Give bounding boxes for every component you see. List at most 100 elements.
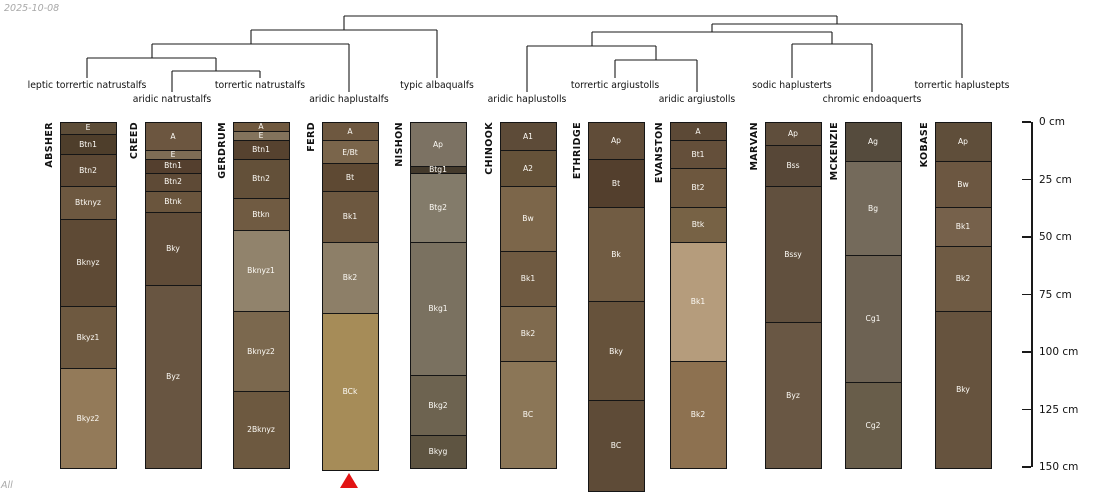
horizon-band: A1	[500, 123, 556, 151]
series-name: NISHON	[393, 122, 405, 167]
horizon-band: Bk2	[935, 247, 991, 312]
profile-column: A Bt1 Bt2 Btk Bk1 Bk2	[669, 122, 727, 469]
horizon-label: E	[170, 149, 176, 159]
horizon-label: Bt	[345, 172, 355, 182]
depth-axis-tick	[1022, 178, 1031, 181]
horizon-band: Btg1	[410, 164, 466, 174]
horizon-label: Btnk	[164, 197, 182, 207]
horizon-band: Bk2	[322, 242, 378, 314]
horizon-label: Bkyz2	[76, 413, 100, 423]
horizon-band: E	[60, 123, 116, 135]
profile-column: Ap Bss Bssy Byz	[764, 122, 822, 469]
horizon-band: Bknyz1	[233, 231, 289, 312]
horizon-label: Bk1	[690, 297, 706, 307]
horizon-label: Btn2	[79, 165, 97, 175]
horizon-band: Btk	[670, 208, 726, 243]
horizon-label: Bkyg	[428, 447, 448, 457]
taxonomy-label: torrertic haplustepts	[914, 80, 1010, 91]
profile-column: A E Btn1 Btn2 Btkn Bknyz1 Bknyz2 2Bknyz	[232, 122, 290, 469]
horizon-band: Bw	[935, 162, 991, 209]
profile-column: Ap Bt Bk Bky BC	[587, 122, 645, 492]
horizon-band: Btknyz	[60, 187, 116, 220]
horizon-label: Btn1	[164, 161, 182, 171]
horizon-label: Bw	[522, 214, 534, 224]
taxonomy-label: chromic endoaquerts	[822, 94, 922, 105]
series-name: CREED	[128, 122, 140, 160]
horizon-label: A2	[522, 163, 534, 173]
horizon-label: Bk1	[520, 274, 536, 284]
horizon-band: Btg2	[410, 173, 466, 243]
taxonomy-label: torrertic argiustolls	[570, 80, 660, 91]
depth-axis-tick	[1022, 408, 1031, 411]
series-name: MARVAN	[748, 122, 760, 171]
horizon-band: Ap	[588, 123, 644, 160]
horizon-label: Bt1	[691, 149, 705, 159]
horizon-label: Cg1	[865, 314, 881, 324]
depth-axis-tick	[1022, 236, 1031, 238]
depth-axis-tick-label: 25 cm	[1039, 173, 1072, 186]
horizon-label: Bkg1	[428, 303, 448, 313]
horizon-label: Bk2	[520, 329, 536, 339]
horizon-label: Btg1	[429, 164, 447, 174]
taxonomy-label: aridic natrustalfs	[132, 94, 212, 105]
horizon-band: Cg1	[845, 256, 901, 383]
horizon-label: Bk2	[690, 410, 706, 420]
horizon-label: Cg2	[865, 420, 881, 430]
depth-axis-tick-label: 100 cm	[1039, 346, 1079, 358]
selection-marker-triangle	[340, 473, 358, 489]
horizon-label: Bknyz2	[247, 346, 275, 356]
horizon-band: Bknyz2	[233, 311, 289, 393]
series-name: ABSHER	[43, 122, 55, 168]
horizon-band: Byz	[765, 323, 821, 468]
horizon-label: Bknyz	[76, 257, 100, 267]
horizon-label: Bk2	[955, 274, 971, 284]
horizon-label: Btn1	[79, 139, 97, 149]
profile-column: Ap Bw Bk1 Bk2 Bky	[934, 122, 992, 469]
horizon-band: Bky	[588, 302, 644, 402]
horizon-band: Bw	[500, 187, 556, 252]
profile-column: A E Btn1 Btn2 Btnk Bky Byz	[144, 122, 202, 469]
horizon-label: Bknyz1	[247, 266, 275, 275]
depth-axis-tick-label: 75 cm	[1039, 288, 1072, 301]
horizon-band: Btn1	[233, 141, 289, 160]
series-name: ETHRIDGE	[571, 122, 583, 180]
horizon-label: A	[258, 122, 264, 132]
horizon-label: 2Bknyz	[247, 425, 275, 435]
horizon-label: Bky	[609, 346, 623, 356]
horizon-label: E	[85, 123, 91, 133]
depth-axis-tick	[1022, 466, 1031, 468]
depth-axis-tick-label: 150 cm	[1039, 461, 1079, 473]
taxonomy-label: leptic torrertic natrustalfs	[27, 80, 147, 91]
horizon-label: Byz	[786, 390, 800, 400]
horizon-band: E	[233, 132, 289, 142]
horizon-band: Bss	[765, 146, 821, 188]
profile-column: Ag Bg Cg1 Cg2	[844, 122, 902, 469]
horizon-band: Bkg2	[410, 375, 466, 436]
depth-axis-tick-label: 50 cm	[1039, 231, 1072, 243]
horizon-band: E/Bt	[322, 141, 378, 165]
horizon-band: Btn1	[60, 134, 116, 156]
horizon-band: Btn2	[60, 155, 116, 188]
horizon-band: Bkyz2	[60, 369, 116, 468]
horizon-label: A1	[522, 131, 534, 141]
taxonomy-label: aridic haplustolls	[487, 94, 567, 105]
horizon-label: Bk2	[342, 272, 358, 282]
horizon-label: Bw	[957, 179, 969, 189]
depth-axis-tick	[1022, 293, 1031, 296]
depth-axis-tick	[1022, 121, 1031, 123]
horizon-band: A	[233, 122, 289, 133]
horizon-band: Bk1	[500, 251, 556, 307]
horizon-band: Bknyz	[60, 219, 116, 307]
horizon-label: Btg2	[429, 202, 447, 212]
horizon-band: Btnk	[145, 191, 201, 213]
horizon-band: Ap	[410, 123, 466, 167]
horizon-band: BC	[588, 401, 644, 491]
series-name: EVANSTON	[653, 122, 665, 184]
horizon-band: Bssy	[765, 187, 821, 324]
horizon-label: BC	[522, 410, 534, 420]
horizon-label: Ag	[867, 137, 878, 147]
horizon-band: Ag	[845, 123, 901, 163]
horizon-band: Bk2	[500, 306, 556, 363]
horizon-label: Bk1	[955, 222, 971, 232]
